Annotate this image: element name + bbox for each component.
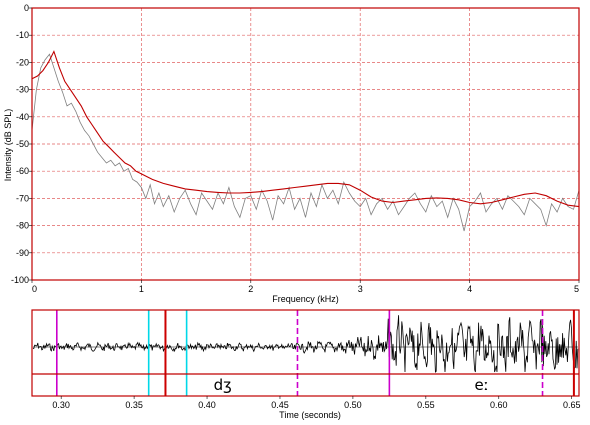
time-tick-label: 0.55 (417, 400, 435, 410)
raw-spectrum-line (31, 53, 580, 232)
waveform-x-axis-label: Time (seconds) (279, 410, 341, 420)
time-tick-label: 0.40 (198, 400, 216, 410)
time-tick-label: 0.60 (490, 400, 508, 410)
y-tick-label: -100 (11, 275, 29, 285)
time-tick-label: 0.30 (52, 400, 70, 410)
waveform-x-ticks: 0.30 0.35 0.40 0.45 0.50 0.55 0.60 0.65 (52, 396, 580, 410)
spectrum-y-ticks: 0 -10 -20 -30 -40 -50 -60 -70 -80 -90 -100 (11, 3, 32, 285)
y-tick-label: -60 (16, 166, 29, 176)
waveform-trace (32, 315, 579, 373)
y-tick-label: -80 (16, 221, 29, 231)
spectrum-series (31, 50, 580, 232)
spectrum-y-axis-label: Intensity (dB SPL) (3, 109, 13, 182)
y-tick-label: -90 (16, 248, 29, 258)
y-tick-label: -40 (16, 112, 29, 122)
segment-label: dʒ (214, 376, 232, 394)
smoothed-spectrum-line (31, 50, 580, 208)
y-tick-label: -50 (16, 139, 29, 149)
y-tick-label: -20 (16, 57, 29, 67)
segment-labels: dʒ eː (214, 376, 489, 394)
time-tick-label: 0.45 (271, 400, 289, 410)
waveform-panel: dʒ eː 0.30 0.35 0.40 0.45 0.50 0.55 0.60 0.65 Ti… (31, 309, 580, 420)
y-tick-label: -30 (16, 85, 29, 95)
x-tick-label: 2 (248, 284, 253, 294)
time-tick-label: 0.65 (563, 400, 581, 410)
time-tick-label: 0.35 (125, 400, 143, 410)
segment-label: eː (474, 376, 488, 394)
spectrum-x-ticks: 0 1 2 3 4 5 (31, 280, 580, 294)
time-tick-label: 0.50 (344, 400, 362, 410)
x-tick-label: 3 (358, 284, 363, 294)
x-tick-label: 5 (574, 284, 579, 294)
y-tick-label: -70 (16, 193, 29, 203)
waveform-frame (31, 309, 580, 397)
waveform-markers (55, 310, 575, 396)
x-tick-label: 1 (139, 284, 144, 294)
spectrum-grid (32, 8, 579, 280)
y-tick-label: 0 (24, 3, 29, 13)
x-tick-label: 4 (467, 284, 472, 294)
y-tick-label: -10 (16, 30, 29, 40)
spectrum-x-axis-label: Frequency (kHz) (272, 294, 339, 304)
x-tick-label: 0 (32, 284, 37, 294)
